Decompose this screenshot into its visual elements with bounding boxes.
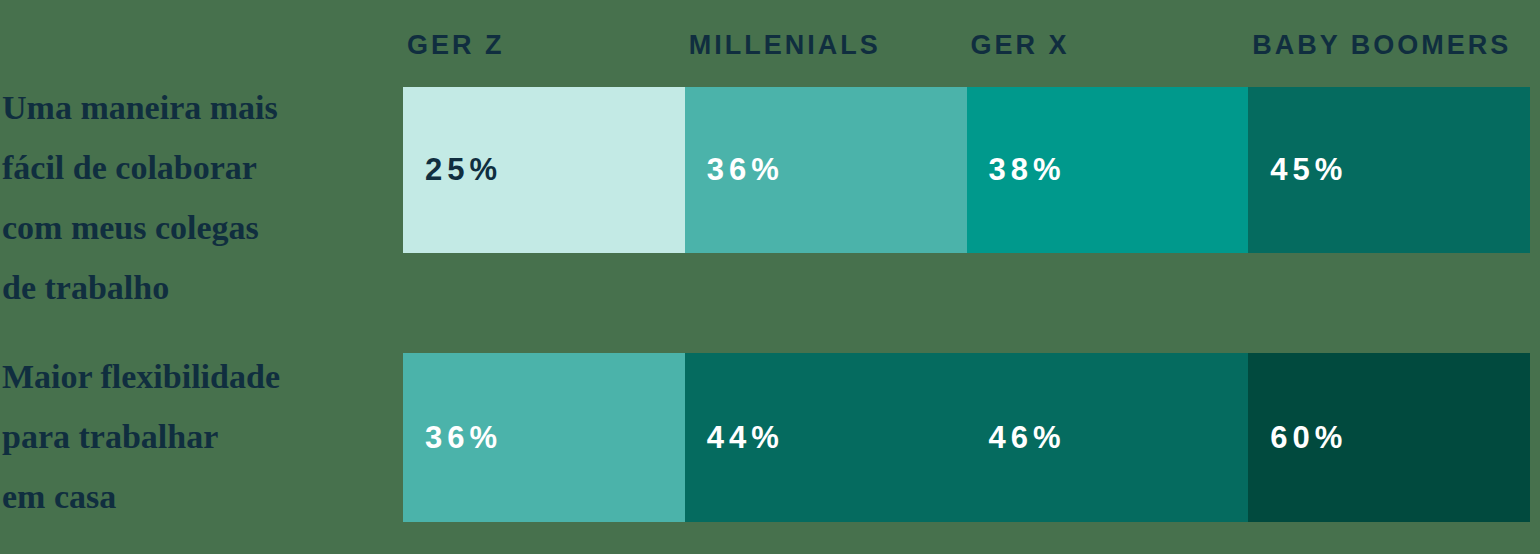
row-label-line: fácil de colaborar [2,138,400,198]
column-header-millenials: MILLENIALS [685,30,967,61]
row-label-line: para trabalhar [2,407,400,467]
row-label-line: de trabalho [2,258,400,318]
column-header-baby-boomers: BABY BOOMERS [1248,30,1530,61]
heat-cell-ger-x: 38% [967,87,1249,253]
column-header-ger-z: GER Z [403,30,685,61]
heat-cell-baby-boomers: 60% [1248,353,1530,522]
heat-cell-ger-x: 46% [967,353,1249,522]
value-label: 25% [403,152,502,188]
generation-heatmap-chart: Uma maneira mais fácil de colaborar com … [0,0,1540,554]
row-label-line: Maior flexibilidade [2,347,400,407]
value-label: 38% [967,152,1066,188]
column-header-ger-x: GER X [967,30,1249,61]
value-label: 60% [1248,420,1347,456]
row-label-flexibility: Maior flexibilidade para trabalhar em ca… [2,347,400,527]
value-label: 44% [685,420,784,456]
heat-cell-ger-z: 25% [403,87,685,253]
value-label: 36% [403,420,502,456]
canvas: { "colors": { "background": "#47714D", "… [0,0,1540,554]
bar-row-collaboration: 25% 36% 38% 45% [403,87,1530,253]
bar-row-flexibility: 36% 44% 46% 60% [403,353,1530,522]
heat-cell-ger-z: 36% [403,353,685,522]
heat-cell-millenials: 44% [685,353,967,522]
value-label: 36% [685,152,784,188]
value-label: 46% [967,420,1066,456]
heat-cell-baby-boomers: 45% [1248,87,1530,253]
column-headers: GER Z MILLENIALS GER X BABY BOOMERS [403,30,1530,61]
heat-cell-millenials: 36% [685,87,967,253]
row-label-collaboration: Uma maneira mais fácil de colaborar com … [2,78,400,318]
row-label-line: em casa [2,467,400,527]
row-label-line: Uma maneira mais [2,78,400,138]
value-label: 45% [1248,152,1347,188]
row-label-line: com meus colegas [2,198,400,258]
